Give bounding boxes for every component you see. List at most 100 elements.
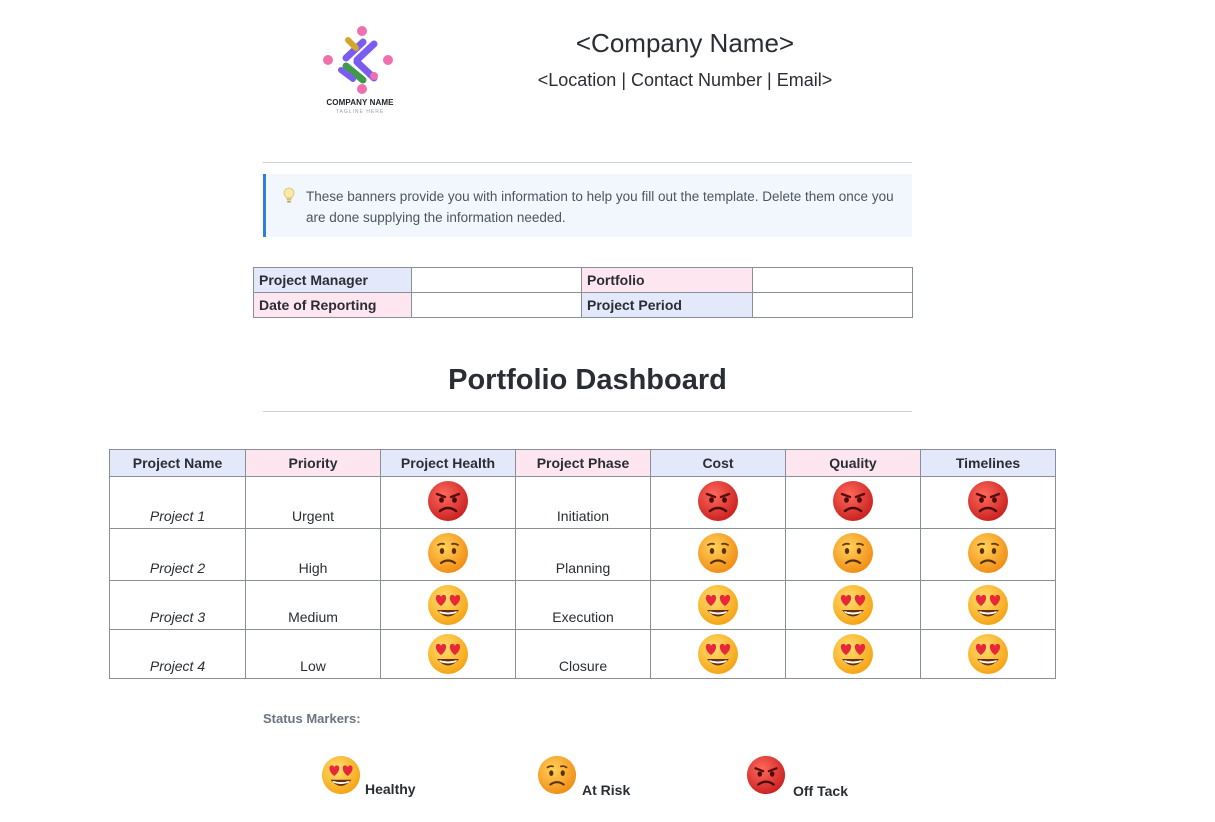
heart-eyes-face-icon [426,632,470,676]
cell-project-phase-text: Closure [558,658,608,674]
heart-eyes-face-icon [831,583,875,627]
info-banner: These banners provide you with informati… [263,174,912,237]
cell-project-name-text: Project 4 [149,658,206,674]
header-project-health: Project Health [380,449,516,477]
cell-project-name-text: Project 1 [149,508,206,524]
worried-face-icon [831,531,875,575]
cell-project-phase-text: Planning [555,560,611,576]
cell-priority[interactable]: Medium [245,580,381,630]
cell-cost[interactable] [650,580,786,630]
angry-face-icon [696,479,740,523]
info-row: Date of Reporting Project Period [253,292,913,318]
heart-eyes-face-icon [966,632,1010,676]
cell-timelines[interactable] [920,528,1056,581]
header-priority: Priority [245,449,381,477]
cell-priority[interactable]: Low [245,629,381,679]
dashboard-title: Portfolio Dashboard [448,364,727,396]
worried-face-icon [536,755,578,800]
worried-face-icon [426,531,470,575]
contact-line: <Location | Contact Number | Email> [537,70,833,90]
cell-priority-text: Low [300,658,326,674]
heart-eyes-face-icon [696,632,740,676]
worried-face-icon [966,531,1010,575]
cell-project-health[interactable] [380,476,516,529]
cell-timelines[interactable] [920,629,1056,679]
cell-project-phase[interactable]: Execution [515,580,651,630]
table-row: Project 3 Medium Execution [109,580,1056,630]
cell-project-health[interactable] [380,580,516,630]
cell-quality[interactable] [785,580,921,630]
table-row: Project 2 High Planning [109,528,1056,581]
company-logo-icon [323,26,393,94]
cell-priority[interactable]: Urgent [245,476,381,529]
cell-quality[interactable] [785,629,921,679]
banner-text: These banners provide you with informati… [306,189,894,225]
legend-at-risk-label: At Risk [582,782,631,798]
legend-healthy-label: Healthy [365,781,416,797]
heart-eyes-face-icon [426,583,470,627]
dashboard-header-row: Project Name Priority Project Health Pro… [109,449,1056,477]
header-project-name: Project Name [109,449,246,477]
cell-cost[interactable] [650,476,786,529]
company-logo: COMPANY NAME TAGLINE HERE [318,22,402,118]
project-manager-label: Project Manager [253,267,412,293]
cell-project-phase[interactable]: Initiation [515,476,651,529]
worried-face-icon [696,531,740,575]
header-project-phase: Project Phase [515,449,651,477]
cell-cost[interactable] [650,629,786,679]
angry-face-icon [426,479,470,523]
cell-quality[interactable] [785,528,921,581]
date-of-reporting-label: Date of Reporting [253,292,412,318]
cell-project-name[interactable]: Project 2 [109,528,246,581]
angry-face-icon [745,755,787,800]
heart-eyes-face-icon [966,583,1010,627]
logo-tagline: TAGLINE HERE [335,109,385,115]
cell-project-name-text: Project 2 [149,560,206,576]
lightbulb-icon [283,187,295,203]
logo-company-name: COMPANY NAME [326,98,394,107]
cell-project-name[interactable]: Project 4 [109,629,246,679]
project-period-value[interactable] [752,292,913,318]
status-markers-title: Status Markers: [263,711,361,726]
cell-project-health[interactable] [380,528,516,581]
heart-eyes-face-icon [696,583,740,627]
cell-project-phase[interactable]: Closure [515,629,651,679]
legend-healthy [320,754,362,801]
cell-project-phase-text: Initiation [556,508,610,524]
cell-project-health[interactable] [380,629,516,679]
heart-eyes-face-icon [831,632,875,676]
cell-project-phase-text: Execution [552,609,614,625]
legend-off-track [745,754,787,801]
date-of-reporting-value[interactable] [411,292,582,318]
legend-at-risk [536,754,578,801]
table-row: Project 4 Low Closure [109,629,1056,679]
cell-project-name[interactable]: Project 3 [109,580,246,630]
header-timelines: Timelines [920,449,1056,477]
cell-priority-text: Medium [288,609,338,625]
table-row: Project 1 Urgent Initiation [109,476,1056,529]
project-info-table: Project Manager Portfolio Date of Report… [253,267,913,318]
portfolio-value[interactable] [752,267,913,293]
cell-project-phase[interactable]: Planning [515,528,651,581]
cell-priority[interactable]: High [245,528,381,581]
header-quality: Quality [785,449,921,477]
legend-off-track-label: Off Tack [793,783,848,799]
cell-project-name[interactable]: Project 1 [109,476,246,529]
header-cost: Cost [650,449,786,477]
cell-cost[interactable] [650,528,786,581]
portfolio-label: Portfolio [581,267,753,293]
info-row: Project Manager Portfolio [253,267,913,293]
cell-project-name-text: Project 3 [149,609,206,625]
heart-eyes-face-icon [320,755,362,800]
cell-priority-text: High [298,560,328,576]
cell-quality[interactable] [785,476,921,529]
project-manager-value[interactable] [411,267,582,293]
title-divider [263,411,912,412]
cell-timelines[interactable] [920,580,1056,630]
company-name: <Company Name> [575,28,795,58]
cell-priority-text: Urgent [291,508,335,524]
cell-timelines[interactable] [920,476,1056,529]
angry-face-icon [966,479,1010,523]
angry-face-icon [831,479,875,523]
project-period-label: Project Period [581,292,753,318]
